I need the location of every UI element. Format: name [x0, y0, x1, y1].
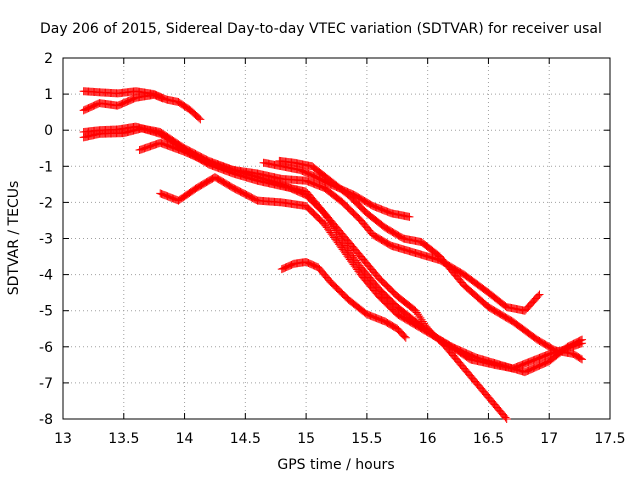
y-tick-label: -8	[39, 412, 53, 428]
y-tick-label: 0	[44, 123, 53, 139]
y-axis-label: SDTVAR / TECUs	[6, 181, 22, 296]
data-point	[158, 94, 167, 103]
series-s5	[135, 138, 544, 315]
data-point	[196, 115, 205, 124]
y-tick-label: -7	[39, 376, 53, 392]
series-s4	[79, 122, 587, 377]
data-series	[79, 87, 587, 423]
y-tick-label: -3	[39, 232, 53, 248]
data-point	[405, 212, 414, 221]
y-tick-label: 1	[44, 87, 53, 103]
y-tick-label: -4	[39, 268, 53, 284]
data-point	[400, 332, 409, 341]
x-axis-label: GPS time / hours	[277, 457, 394, 473]
y-tick-label: -1	[39, 159, 53, 175]
data-point	[195, 114, 204, 123]
x-tick-labels: 13 13.5 14 14.5 15 15.5 16 16.5 17 17.5	[54, 431, 626, 447]
y-tick-label: -5	[39, 304, 53, 320]
y-tick-labels: 2 1 0 -1 -2 -3 -4 -5 -6 -7 -8	[39, 51, 53, 428]
x-tick-label: 13	[54, 431, 72, 447]
grid-lines	[63, 58, 610, 419]
y-tick-label: 2	[44, 51, 53, 67]
x-tick-label: 13.5	[108, 431, 139, 447]
x-tick-label: 16	[419, 431, 437, 447]
series-s8	[156, 173, 587, 373]
data-point	[534, 291, 543, 300]
data-point	[578, 339, 587, 348]
chart-title: Day 206 of 2015, Sidereal Day-to-day VTE…	[40, 21, 602, 37]
x-tick-label: 15.5	[351, 431, 382, 447]
x-tick-label: 14	[176, 431, 194, 447]
data-point	[535, 290, 544, 299]
series-s9	[277, 257, 410, 342]
data-point	[576, 354, 585, 363]
data-point	[501, 413, 510, 422]
x-tick-label: 15	[297, 431, 315, 447]
x-tick-label: 14.5	[230, 431, 261, 447]
data-point	[502, 415, 511, 423]
y-tick-label: -2	[39, 195, 53, 211]
series-s2	[79, 90, 167, 115]
y-tick-label: -6	[39, 340, 53, 356]
data-point	[401, 333, 410, 342]
data-point	[578, 355, 587, 364]
x-tick-label: 16.5	[473, 431, 504, 447]
axis-ticks	[62, 57, 611, 420]
x-tick-label: 17.5	[594, 431, 625, 447]
x-tick-label: 17	[540, 431, 558, 447]
data-point	[157, 93, 166, 102]
